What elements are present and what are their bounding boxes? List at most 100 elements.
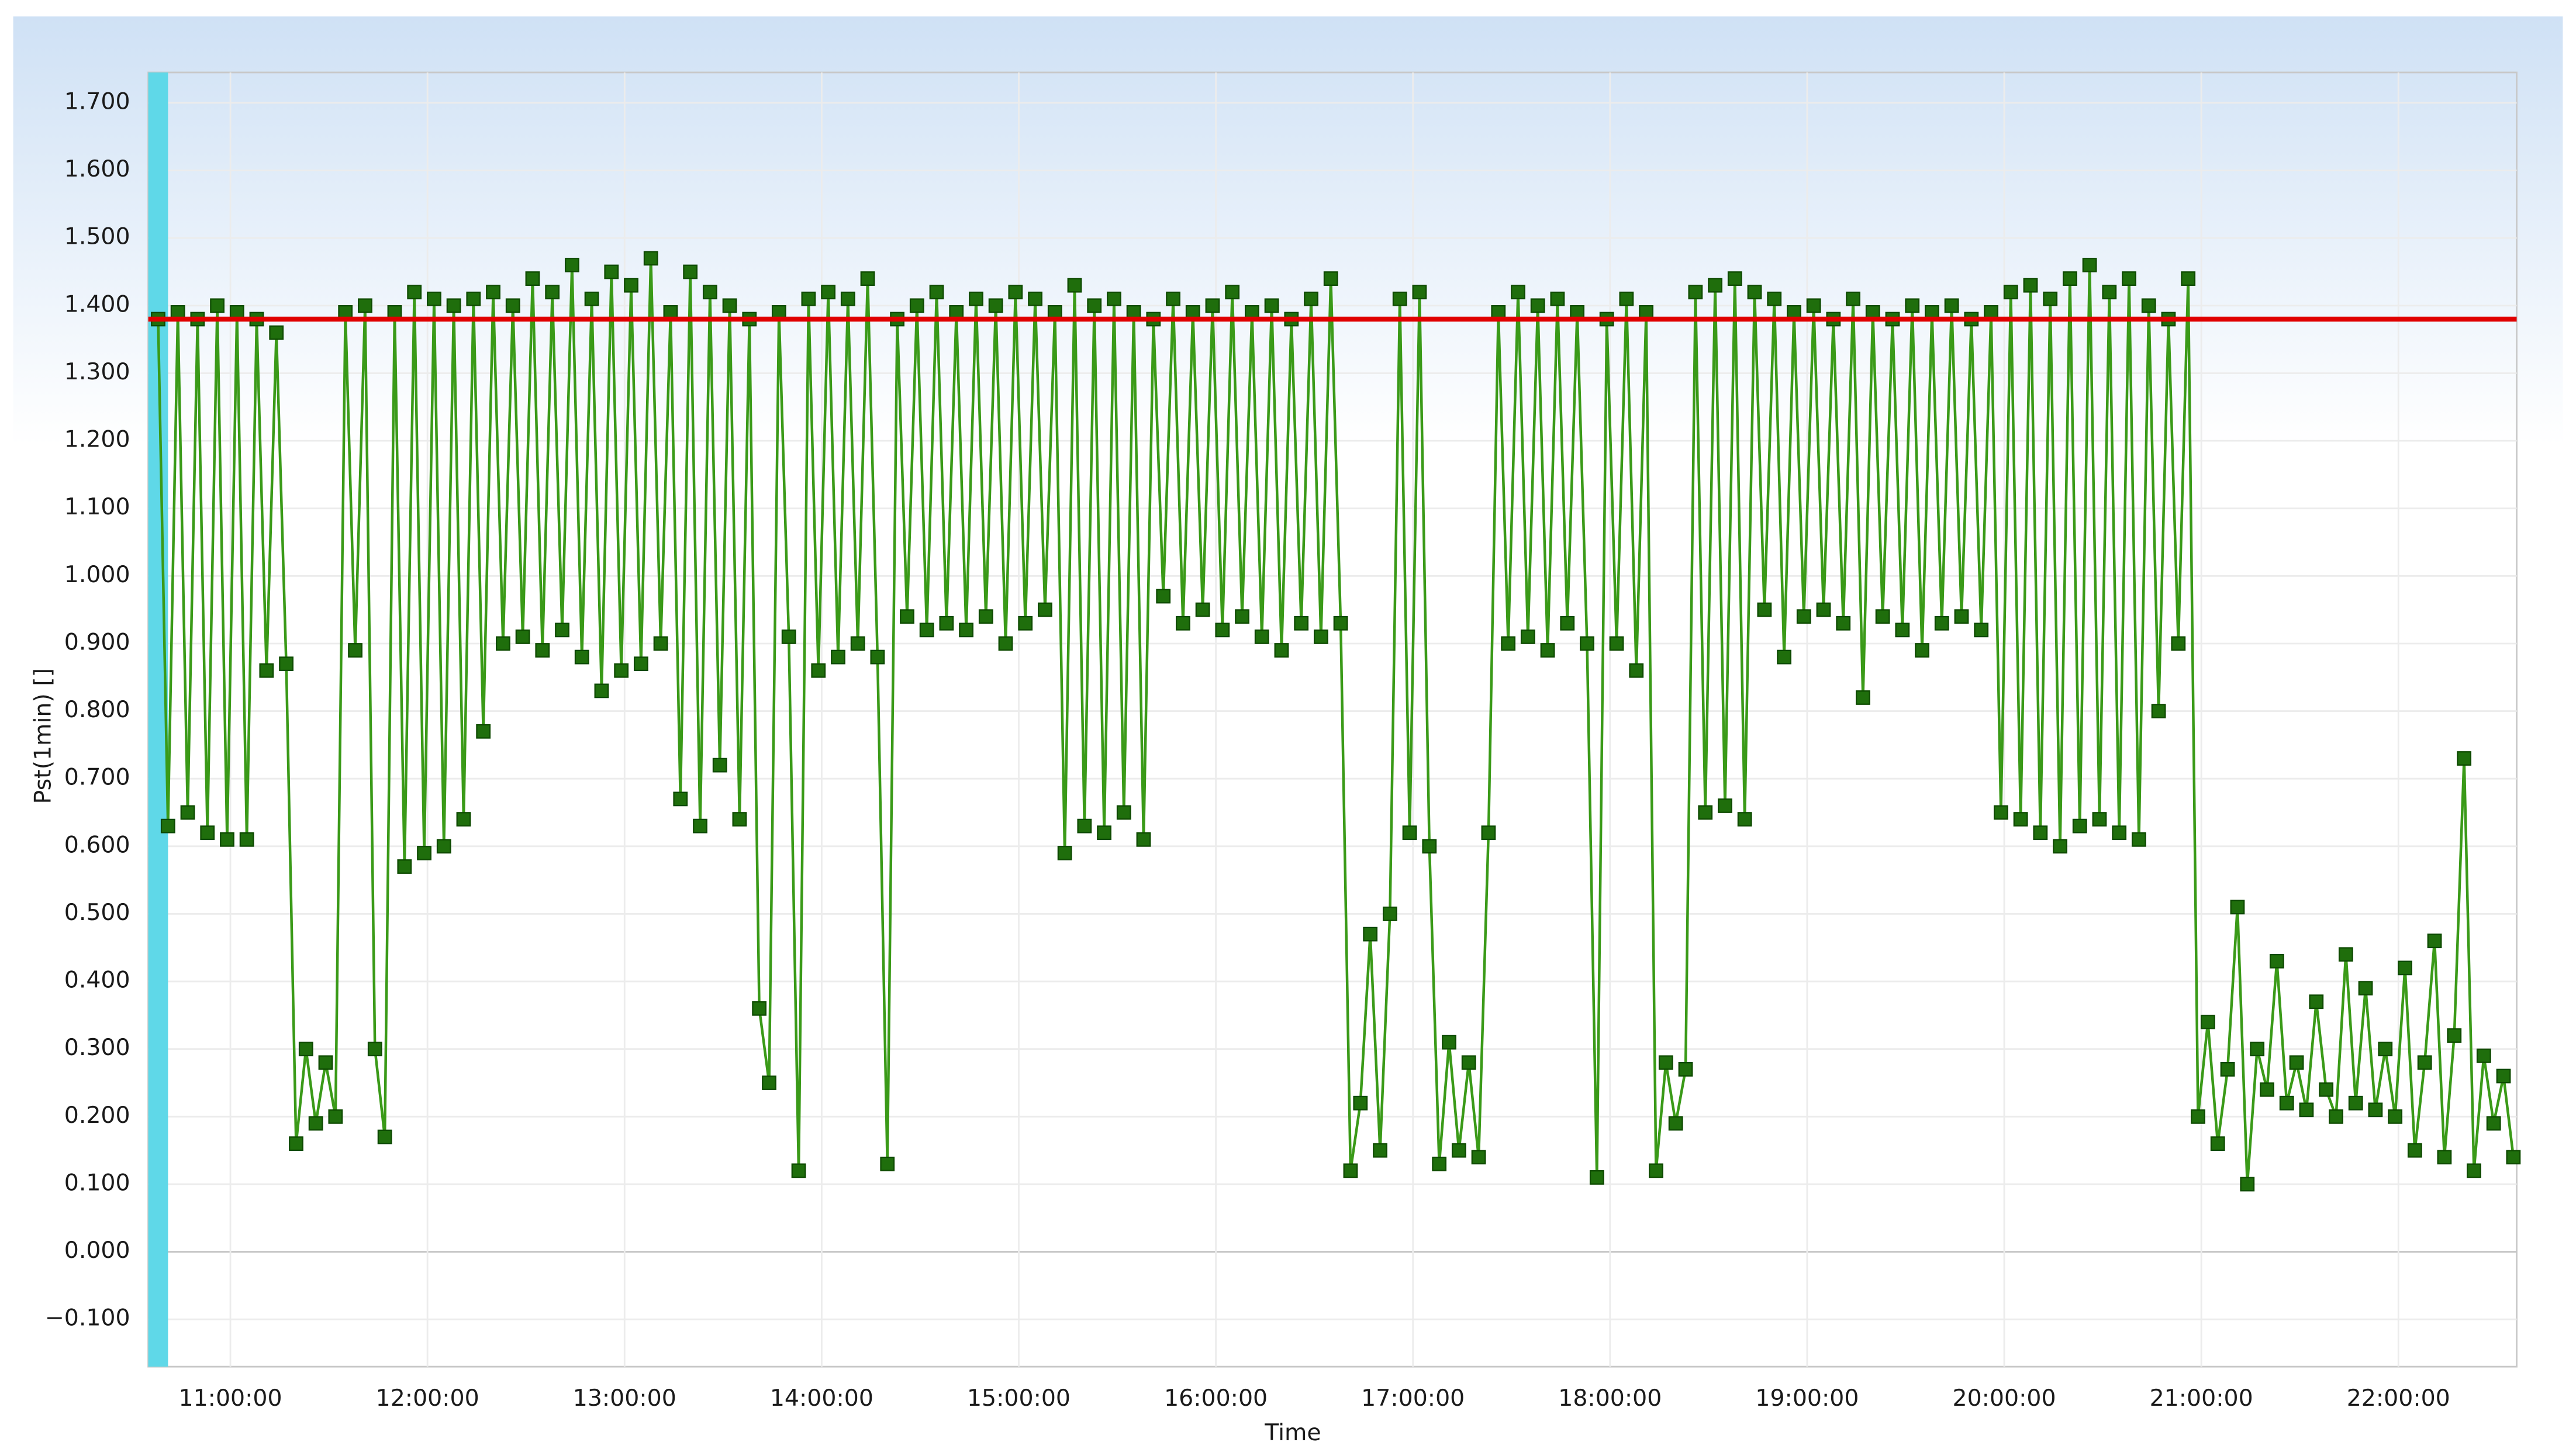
data-point <box>1077 818 1092 834</box>
data-point <box>702 285 717 300</box>
data-point <box>1481 825 1496 841</box>
data-point <box>1451 1143 1466 1158</box>
data-point <box>2122 271 2136 286</box>
data-point <box>781 630 796 644</box>
data-point <box>298 1042 313 1057</box>
data-point <box>2417 1055 2432 1070</box>
data-point <box>2033 825 2048 841</box>
y-tick-label: 1.700 <box>64 88 130 115</box>
y-tick-label: 1.500 <box>64 223 130 250</box>
y-tick-label: 1.000 <box>64 561 130 588</box>
data-point <box>1363 926 1378 942</box>
x-tick-label: 21:00:00 <box>2150 1385 2253 1412</box>
data-point <box>180 805 195 820</box>
axis-labels: −0.100 0.000 0.100 0.200 0.300 0.400 0.500 0.60… <box>45 88 2450 1412</box>
data-point <box>1718 798 1732 813</box>
y-tick-label: 0.800 <box>64 696 130 723</box>
data-point <box>2467 1163 2481 1178</box>
data-point <box>604 264 619 279</box>
data-point <box>1796 609 1811 624</box>
data-point <box>1097 825 1111 841</box>
data-point <box>535 643 550 658</box>
x-axis-title: Time <box>1264 1419 1321 1446</box>
data-point <box>2053 839 2067 854</box>
y-tick-label: −0.100 <box>45 1305 130 1332</box>
data-point <box>1471 1150 1486 1165</box>
data-point <box>2398 960 2412 976</box>
x-tick-label: 18:00:00 <box>1558 1385 1662 1412</box>
data-point <box>1540 643 1555 658</box>
data-point <box>919 623 934 638</box>
data-point <box>909 298 924 313</box>
data-point <box>1501 636 1516 651</box>
data-point <box>1304 291 1318 306</box>
data-point <box>1442 1035 1456 1050</box>
data-point <box>840 291 855 306</box>
data-point <box>1580 636 1594 651</box>
data-point <box>318 1055 333 1070</box>
y-tick-label: 1.600 <box>64 155 130 182</box>
data-point <box>1205 298 1220 313</box>
data-point <box>1560 615 1575 631</box>
data-point <box>377 1129 392 1144</box>
data-point <box>486 285 500 300</box>
data-point <box>978 609 993 624</box>
data-point <box>1934 615 1949 631</box>
data-point <box>1225 285 1240 300</box>
data-point <box>2240 1177 2255 1192</box>
data-point <box>574 649 589 665</box>
data-point <box>850 636 865 651</box>
y-tick-label: 1.100 <box>64 493 130 520</box>
data-point <box>860 271 875 286</box>
y-tick-label: 0.900 <box>64 628 130 655</box>
data-point <box>160 818 175 834</box>
data-point <box>1856 690 1870 705</box>
data-point <box>1274 643 1289 658</box>
data-point <box>2269 954 2284 969</box>
data-point <box>1264 298 1279 313</box>
data-point <box>1658 1055 1673 1070</box>
data-point <box>210 298 225 313</box>
data-point <box>1846 291 1860 306</box>
data-point <box>2427 933 2442 949</box>
data-point <box>2496 1068 2511 1084</box>
data-point <box>505 298 520 313</box>
data-point <box>2023 278 2038 293</box>
data-point <box>1382 907 1397 921</box>
data-point <box>594 683 609 698</box>
data-point <box>2250 1042 2265 1057</box>
data-point <box>2092 812 2107 826</box>
data-point <box>2486 1116 2501 1131</box>
data-point <box>2112 825 2127 841</box>
x-tick-label: 13:00:00 <box>573 1385 676 1412</box>
data-point <box>1668 1116 1683 1131</box>
data-point <box>1422 839 1437 854</box>
data-point <box>2191 1109 2205 1124</box>
data-point <box>969 291 983 306</box>
data-point <box>2131 832 2146 847</box>
data-point <box>801 291 816 306</box>
data-point <box>791 1163 806 1178</box>
data-point <box>653 636 668 651</box>
data-point <box>2013 812 2028 826</box>
x-tick-label: 17:00:00 <box>1361 1385 1465 1412</box>
data-point <box>564 258 579 272</box>
data-point <box>2072 818 2087 834</box>
data-point <box>2289 1055 2304 1070</box>
data-point <box>2141 298 2156 313</box>
data-point <box>988 298 1003 313</box>
y-tick-label: 0.300 <box>64 1034 130 1061</box>
data-point <box>1511 285 1525 300</box>
x-tick-label: 15:00:00 <box>967 1385 1071 1412</box>
data-point <box>259 663 274 678</box>
data-point <box>880 1156 895 1171</box>
data-point <box>614 663 629 678</box>
data-point <box>584 291 599 306</box>
data-point <box>2171 636 2186 651</box>
data-point <box>1057 846 1072 860</box>
data-point <box>436 839 451 854</box>
series <box>148 251 2521 1192</box>
data-point <box>1067 278 1082 293</box>
